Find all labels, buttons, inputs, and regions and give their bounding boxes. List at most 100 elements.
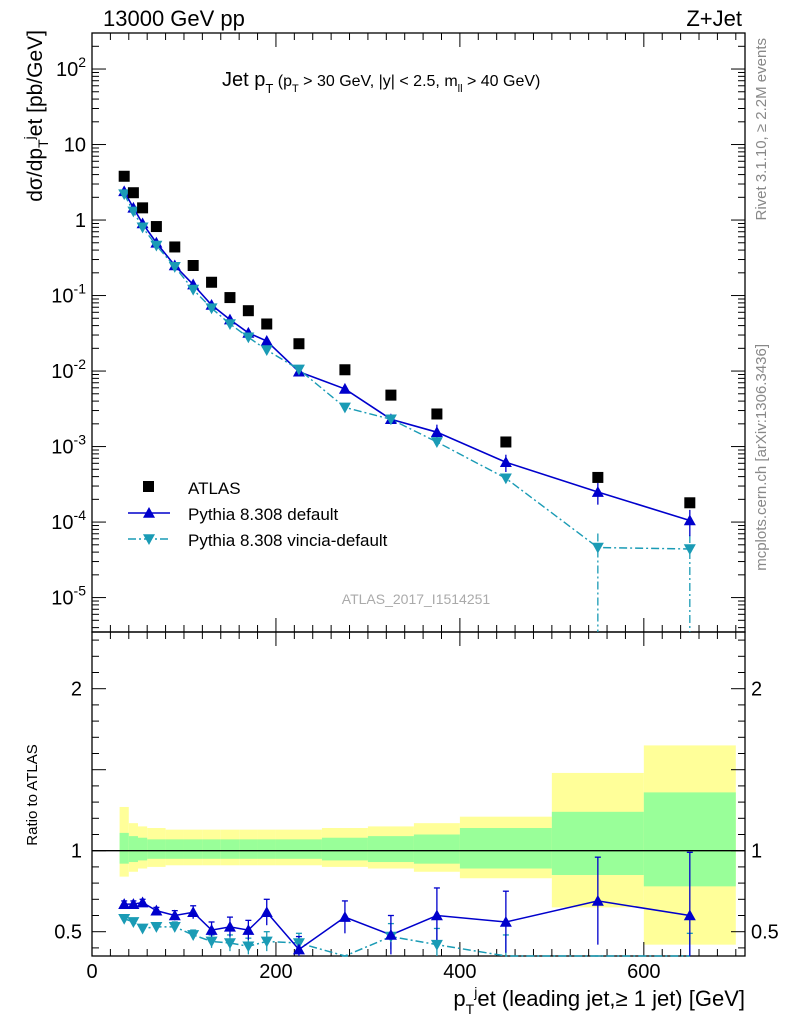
watermark: ATLAS_2017_I1514251 xyxy=(342,591,491,607)
legend-marker-vincia xyxy=(143,534,155,545)
vincia-marker xyxy=(127,206,140,218)
ratio-default-marker xyxy=(242,924,255,935)
ratio-default-marker xyxy=(136,896,149,908)
main-y-tick-label: 10-2 xyxy=(51,356,86,383)
main-y-tick-label: 10-5 xyxy=(51,583,86,610)
default-marker xyxy=(591,486,604,497)
atlas-marker xyxy=(431,408,443,420)
ratio-default-marker xyxy=(168,909,181,921)
ratio-default-marker xyxy=(292,943,305,955)
band-inner-bin xyxy=(137,837,148,861)
atlas-marker xyxy=(187,259,199,271)
main-title: Jet pT (pT > 30 GeV, |y| < 2.5, mll > 40… xyxy=(222,69,540,96)
band-inner-bin xyxy=(147,839,166,859)
x-tick-label: 200 xyxy=(259,961,292,983)
legend-marker-atlas xyxy=(143,481,154,492)
band-inner-bin xyxy=(239,839,258,859)
legend-label-default: Pythia 8.308 default xyxy=(188,505,339,524)
ratio-default-marker xyxy=(338,911,351,922)
ratio-vincia-marker xyxy=(242,941,255,953)
atlas-marker xyxy=(242,305,254,317)
ratio-y-tick-label: 0.5 xyxy=(751,922,779,944)
band-inner-bin xyxy=(165,839,184,859)
ratio-default-marker xyxy=(260,906,273,918)
ratio-y-tick-label: 2 xyxy=(71,679,82,701)
default-marker xyxy=(499,456,512,468)
atlas-marker xyxy=(385,389,397,401)
default-marker xyxy=(430,426,443,437)
atlas-marker xyxy=(206,276,218,288)
atlas-marker xyxy=(137,202,149,214)
atlas-marker xyxy=(684,497,696,509)
band-inner-bin xyxy=(367,836,414,863)
ratio-default-marker xyxy=(150,904,163,916)
main-y-tick-label: 10-4 xyxy=(51,507,86,534)
atlas-marker xyxy=(592,471,604,483)
band-inner-bin xyxy=(321,837,368,861)
ratio-vincia-marker xyxy=(187,930,200,941)
legend-label-atlas: ATLAS xyxy=(188,479,241,498)
ratio-default-marker xyxy=(384,928,397,940)
atlas-marker xyxy=(118,170,130,182)
vincia-marker xyxy=(591,542,604,554)
x-axis-label: pTjet (leading jet,≥ 1 jet) [GeV] xyxy=(453,984,745,1017)
vincia-marker xyxy=(136,222,149,234)
vincia-marker xyxy=(242,332,255,344)
ratio-default-marker xyxy=(205,924,218,935)
ratio-vincia-marker xyxy=(168,922,181,933)
ratio-default-marker xyxy=(118,898,131,909)
header-right: Z+Jet xyxy=(686,6,742,31)
main-y-tick-label: 10 xyxy=(64,135,86,157)
vincia-marker xyxy=(430,437,443,448)
ratio-default-marker xyxy=(127,898,140,909)
vincia-marker xyxy=(223,319,236,330)
ratio-frame xyxy=(91,631,746,957)
vincia-marker xyxy=(499,473,512,485)
atlas-marker xyxy=(339,364,351,376)
series-line-default xyxy=(123,190,691,522)
default-marker xyxy=(338,382,351,394)
atlas-marker xyxy=(169,241,181,253)
vincia-marker xyxy=(260,345,273,357)
band-inner-bin xyxy=(413,834,460,864)
x-tick-label: 600 xyxy=(627,961,660,983)
ratio-vincia-marker xyxy=(223,938,236,950)
ratio-y-tick-label: 0.5 xyxy=(54,922,82,944)
side-text-top: Rivet 3.1.10, ≥ 2.2M events xyxy=(753,38,770,221)
x-tick-label: 0 xyxy=(86,961,97,983)
atlas-marker xyxy=(293,338,305,350)
default-marker xyxy=(260,335,273,346)
vincia-marker xyxy=(292,364,305,376)
main-y-tick-label: 102 xyxy=(56,54,86,81)
band-inner-bin xyxy=(128,836,138,863)
default-marker xyxy=(683,514,696,526)
atlas-marker xyxy=(261,318,273,330)
side-text-bottom: mcplots.cern.ch [arXiv:1306.3436] xyxy=(753,344,770,571)
ratio-y-tick-label: 2 xyxy=(751,679,762,701)
ratio-default-marker xyxy=(187,906,200,918)
atlas-marker xyxy=(127,187,139,199)
x-tick-label: 400 xyxy=(443,961,476,983)
vincia-marker xyxy=(150,240,163,252)
band-inner-bin xyxy=(202,839,221,859)
legend-marker-default xyxy=(143,507,155,518)
ratio-vincia-marker xyxy=(205,936,218,948)
vincia-marker xyxy=(683,544,696,555)
band-inner-bin xyxy=(119,832,129,864)
ratio-default-marker xyxy=(223,920,236,932)
ratio-vincia-marker xyxy=(127,917,140,928)
ratio-y-tick-label: 1 xyxy=(751,841,762,863)
ratio-default-marker xyxy=(683,909,696,921)
ratio-vincia-marker xyxy=(430,939,443,951)
ratio-vincia-marker xyxy=(118,913,131,925)
ratio-vincia-marker xyxy=(150,922,163,933)
header-left: 13000 GeV pp xyxy=(103,6,245,31)
ratio-default-marker xyxy=(499,915,512,927)
legend-label-vincia: Pythia 8.308 vincia-default xyxy=(188,531,388,550)
main-y-tick-label: 10-3 xyxy=(51,432,86,459)
ratio-default-marker xyxy=(591,894,604,906)
band-inner-bin xyxy=(220,839,240,859)
ratio-y-axis-label: Ratio to ATLAS xyxy=(24,744,41,845)
vincia-marker xyxy=(205,303,218,315)
